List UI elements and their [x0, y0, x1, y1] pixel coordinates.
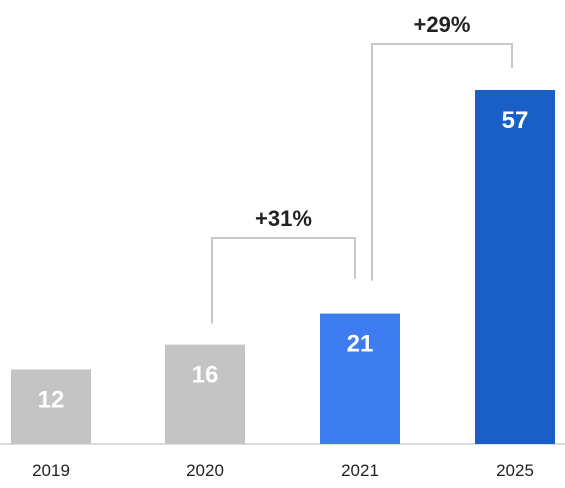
- x-tick-label-2025: 2025: [496, 461, 534, 480]
- bars-group: [11, 90, 555, 444]
- growth-bracket-2020-2021: [211, 237, 356, 324]
- bar-value-label-2025: 57: [502, 107, 529, 134]
- x-tick-label-2021: 2021: [341, 461, 379, 480]
- x-tick-label-2019: 2019: [32, 461, 70, 480]
- growth-label-2021-2025: +29%: [414, 12, 471, 37]
- bar-2025: [475, 90, 555, 444]
- bar-2020: [165, 344, 245, 444]
- x-tick-labels-group: 2019 2020 2021 2025: [32, 461, 534, 480]
- bar-value-label-2019: 12: [38, 386, 65, 413]
- value-labels-group: 12 16 21 57: [38, 107, 529, 413]
- x-tick-label-2020: 2020: [186, 461, 224, 480]
- growth-brackets-group: +31% +29%: [211, 12, 513, 324]
- growth-bracket-2021-2025: [371, 43, 513, 281]
- bar-2021: [320, 313, 400, 444]
- bar-value-label-2020: 16: [192, 362, 219, 389]
- growth-label-2020-2021: +31%: [255, 206, 312, 231]
- bar-value-label-2021: 21: [347, 331, 374, 358]
- bar-2019: [11, 369, 91, 444]
